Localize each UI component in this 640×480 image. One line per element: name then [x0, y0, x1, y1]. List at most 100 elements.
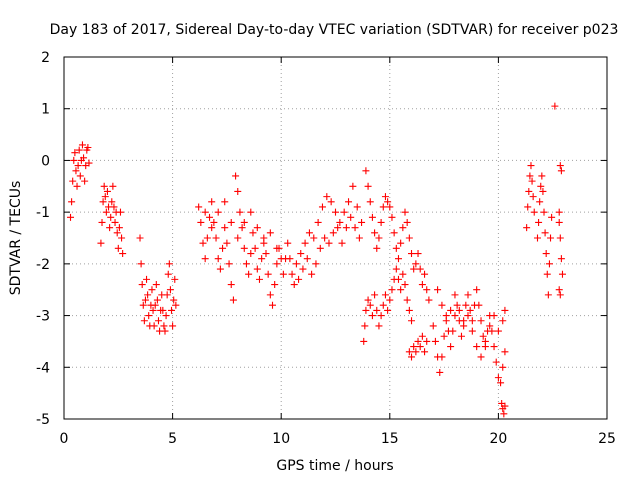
data-point — [536, 198, 544, 206]
data-point — [172, 301, 180, 309]
data-point — [477, 317, 485, 325]
data-point — [526, 172, 534, 180]
data-point — [558, 270, 566, 278]
data-point — [116, 208, 124, 216]
data-point — [381, 291, 389, 299]
data-point — [405, 306, 413, 314]
data-point — [308, 270, 316, 278]
data-point — [490, 312, 498, 320]
data-point — [366, 198, 374, 206]
data-point — [394, 275, 402, 283]
data-point — [366, 301, 374, 309]
data-point — [394, 255, 402, 263]
data-point — [253, 224, 261, 232]
data-point — [364, 182, 372, 190]
data-point — [195, 203, 203, 211]
data-point — [345, 198, 353, 206]
data-point — [168, 306, 176, 314]
data-point — [336, 218, 344, 226]
y-tick-labels: -5 -4 -3 -2 -1 0 1 2 — [36, 50, 50, 428]
data-point — [442, 317, 450, 325]
data-point — [249, 229, 257, 237]
data-point — [530, 208, 538, 216]
y-tick-label: 1 — [41, 102, 50, 118]
data-point — [425, 296, 433, 304]
data-point — [468, 317, 476, 325]
data-point — [107, 213, 115, 221]
data-point — [399, 270, 407, 278]
data-point — [421, 348, 429, 356]
x-axis-label: GPS time / hours — [276, 458, 393, 474]
data-point — [208, 224, 216, 232]
data-point — [449, 327, 457, 335]
data-point — [347, 213, 355, 221]
data-point — [555, 218, 563, 226]
data-point — [68, 198, 76, 206]
data-point — [551, 102, 559, 110]
data-point — [232, 172, 240, 180]
data-point — [375, 234, 383, 242]
data-point — [334, 224, 342, 232]
data-point — [203, 234, 211, 242]
x-tick-label: 15 — [381, 431, 399, 447]
data-point — [303, 255, 311, 263]
data-point — [295, 275, 303, 283]
data-point — [397, 286, 405, 294]
data-point — [271, 281, 279, 289]
data-point — [438, 353, 446, 361]
data-point — [416, 265, 424, 273]
x-tick-label: 10 — [272, 431, 290, 447]
data-point — [412, 260, 420, 268]
data-point — [97, 239, 105, 247]
data-point — [141, 296, 149, 304]
data-point — [332, 208, 339, 216]
data-point — [414, 337, 422, 345]
data-point — [368, 213, 376, 221]
data-point — [533, 234, 541, 242]
data-point — [214, 255, 222, 263]
data-point — [528, 177, 536, 185]
data-point — [541, 229, 549, 237]
data-point — [355, 234, 363, 242]
data-point — [223, 239, 231, 247]
data-point — [381, 193, 389, 201]
data-point — [466, 306, 474, 314]
data-point — [440, 332, 448, 340]
data-point — [165, 260, 173, 268]
data-point — [160, 322, 168, 330]
data-point — [327, 198, 335, 206]
data-point — [403, 218, 411, 226]
data-point — [543, 270, 551, 278]
data-point — [102, 208, 110, 216]
data-point — [236, 208, 244, 216]
data-point — [292, 260, 300, 268]
data-point — [447, 343, 455, 351]
data-point — [170, 296, 178, 304]
x-tick-label: 5 — [168, 431, 177, 447]
data-point — [501, 348, 509, 356]
data-point — [210, 218, 218, 226]
data-point — [434, 286, 442, 294]
data-point — [312, 260, 320, 268]
data-point — [390, 229, 398, 237]
data-point — [150, 322, 158, 330]
data-point — [475, 301, 483, 309]
x-tick-label: 25 — [598, 431, 616, 447]
data-point — [408, 317, 416, 325]
data-point — [98, 218, 106, 226]
data-point — [481, 337, 489, 345]
data-point — [353, 203, 361, 211]
data-point — [253, 265, 261, 273]
data-point — [316, 244, 324, 252]
data-point — [497, 379, 505, 387]
data-point — [214, 208, 222, 216]
data-point — [199, 239, 207, 247]
data-point — [206, 213, 214, 221]
data-point — [408, 353, 416, 361]
data-point — [408, 250, 416, 258]
data-point — [329, 229, 337, 237]
data-point — [151, 301, 159, 309]
data-point — [273, 244, 281, 252]
data-point — [73, 182, 81, 190]
y-tick-label: -2 — [36, 257, 50, 273]
